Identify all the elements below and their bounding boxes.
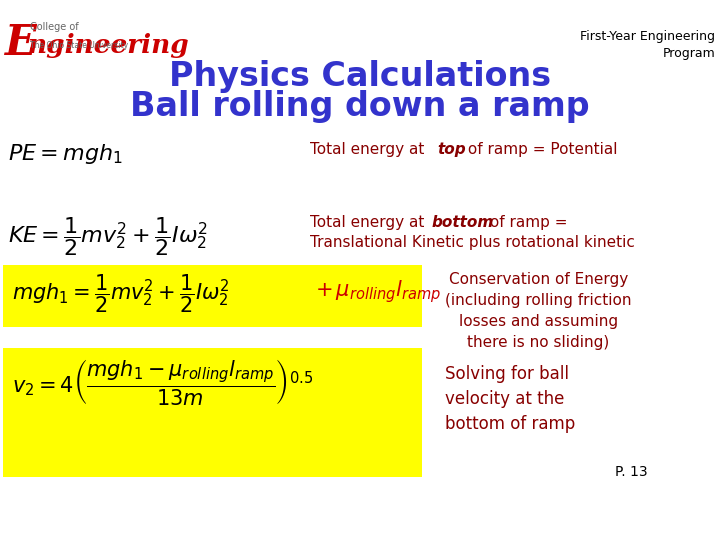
Text: College of: College of: [30, 22, 78, 32]
Text: E: E: [5, 22, 37, 64]
Text: First-Year Engineering
Program: First-Year Engineering Program: [580, 30, 715, 60]
Text: Ball rolling down a ramp: Ball rolling down a ramp: [130, 90, 590, 123]
Text: top: top: [437, 142, 466, 157]
Text: P. 13: P. 13: [615, 465, 647, 479]
Text: The Ohio State University: The Ohio State University: [30, 41, 128, 50]
Text: $PE = mgh_1$: $PE = mgh_1$: [8, 142, 123, 166]
FancyBboxPatch shape: [3, 348, 422, 477]
Text: Solving for ball
velocity at the
bottom of ramp: Solving for ball velocity at the bottom …: [445, 365, 575, 433]
Text: $KE = \dfrac{1}{2}mv_2^2 + \dfrac{1}{2}I\omega_2^2$: $KE = \dfrac{1}{2}mv_2^2 + \dfrac{1}{2}I…: [8, 215, 208, 258]
Text: Physics Calculations: Physics Calculations: [169, 60, 551, 93]
Text: Total energy at: Total energy at: [310, 215, 429, 230]
Text: $mgh_1 = \dfrac{1}{2}mv_2^2 + \dfrac{1}{2}I\omega_2^2$: $mgh_1 = \dfrac{1}{2}mv_2^2 + \dfrac{1}{…: [12, 272, 230, 314]
Text: $+ \,\mu_{rolling}l_{ramp}$: $+ \,\mu_{rolling}l_{ramp}$: [315, 278, 441, 305]
Text: ngineering: ngineering: [28, 33, 190, 58]
Text: bottom: bottom: [432, 215, 494, 230]
Text: $v_2 = 4\left(\dfrac{mgh_1 - \mu_{rolling}l_{ramp}}{13m}\right)^{0.5}$: $v_2 = 4\left(\dfrac{mgh_1 - \mu_{rollin…: [12, 357, 313, 407]
Text: Conservation of Energy
(including rolling friction
losses and assuming
there is : Conservation of Energy (including rollin…: [445, 272, 631, 350]
FancyBboxPatch shape: [3, 265, 422, 327]
Text: Total energy at: Total energy at: [310, 142, 429, 157]
Text: of ramp = Potential: of ramp = Potential: [463, 142, 618, 157]
Text: Translational Kinetic plus rotational kinetic: Translational Kinetic plus rotational ki…: [310, 235, 635, 250]
Text: of ramp =: of ramp =: [485, 215, 567, 230]
